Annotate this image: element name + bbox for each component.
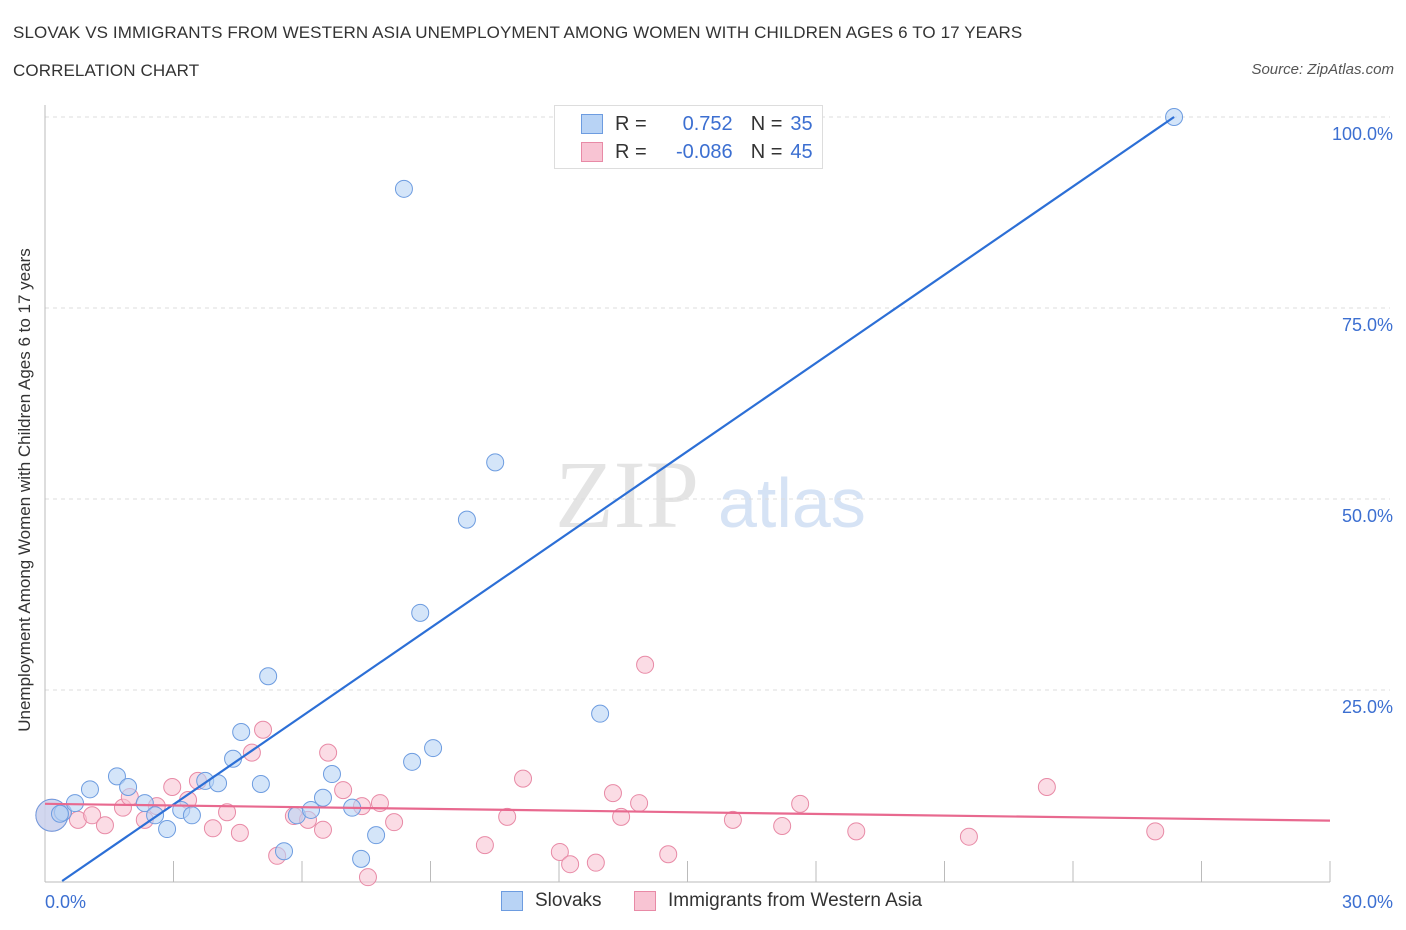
slovak-point [457,510,476,529]
n-value: 35 [790,112,813,135]
immigrant-point [586,853,605,872]
immigrants-swatch [634,891,656,911]
immigrant-point [603,784,622,803]
n-label: N = [750,112,783,135]
immigrant-point [163,778,182,797]
slovak-point [424,739,443,758]
r-value: 0.752 [682,112,733,135]
immigrant-point [959,827,978,846]
immigrant-point [630,794,649,813]
slovaks-swatch [501,891,523,911]
slovak-point [394,179,413,198]
slovak-point [403,752,422,771]
legend-swatch-blue [581,114,603,134]
immigrant-point [612,807,631,826]
legend-swatch-pink [581,142,603,162]
slovak-point [313,788,332,807]
immigrant-point [334,781,353,800]
immigrant-point [550,842,569,861]
r-label: R = [615,112,647,135]
immigrant-point [254,720,273,739]
n-value: 45 [790,140,813,163]
slovak-point [232,723,251,742]
correlation-legend: R = 0.752 N = 35 R = -0.086 N = 45 [554,105,823,169]
y-tick-label: 75.0% [1342,315,1393,335]
slovaks-label: Slovaks [535,890,602,911]
legend-item-immigrants[interactable]: Immigrants from Western Asia [634,890,922,912]
r-label: R = [615,140,647,163]
immigrant-point [561,855,580,874]
legend-item-slovaks[interactable]: Slovaks [501,890,602,912]
immigrant-point [636,655,655,674]
watermark-atlas: atlas [718,464,866,542]
immigrants-label: Immigrants from Western Asia [668,890,923,911]
immigrant-point [659,845,678,864]
immigrant-point [791,794,810,813]
immigrant-point [385,813,404,832]
y-tick-label: 25.0% [1342,697,1393,717]
immigrant-point [773,816,792,835]
slovak-point [259,667,278,686]
slovak-point [591,704,610,723]
slovak-point [251,774,270,793]
legend-row-slovaks: R = 0.752 N = 35 [581,112,813,136]
immigrant-point [218,803,237,822]
immigrant-point [514,769,533,788]
immigrant-point [203,819,222,838]
slovak-point [50,804,69,823]
slovak-point [107,767,126,786]
immigrant-point [1037,778,1056,797]
immigrant-trendline [44,802,1331,822]
slovak-point [301,800,320,819]
slovak-point [322,765,341,784]
immigrant-point [1146,822,1165,841]
slovak-point [486,453,505,472]
slovak-point [352,849,371,868]
slovak-point [135,794,154,813]
immigrant-point [95,816,114,835]
immigrant-point [847,822,866,841]
y-tick-label: 50.0% [1342,506,1393,526]
r-value: -0.086 [675,140,733,163]
n-label: N = [750,140,783,163]
immigrant-point [230,823,249,842]
x-tick-label-max: 30.0% [1342,892,1393,912]
slovak-point [80,780,99,799]
chart-subtitle: CORRELATION CHART [13,61,200,80]
x-tick-label-min: 0.0% [45,892,86,912]
slovak-point [411,603,430,622]
slovak-trendline [61,116,1175,882]
immigrant-point [319,743,338,762]
source-label: Source: ZipAtlas.com [1251,61,1394,78]
slovak-point [275,842,294,861]
slovak-point [367,826,386,845]
y-tick-label: 100.0% [1332,124,1393,144]
slovak-point [158,820,177,839]
slovak-point [119,778,138,797]
chart-title: SLOVAK VS IMMIGRANTS FROM WESTERN ASIA U… [13,23,1023,42]
immigrant-point [498,807,517,826]
immigrant-point [475,836,494,855]
immigrant-point [83,806,102,825]
immigrant-point [313,820,332,839]
immigrant-point [723,810,742,829]
immigrant-point [358,868,377,887]
slovak-point [182,806,201,825]
legend-row-immigrants: R = -0.086 N = 45 [581,140,813,164]
